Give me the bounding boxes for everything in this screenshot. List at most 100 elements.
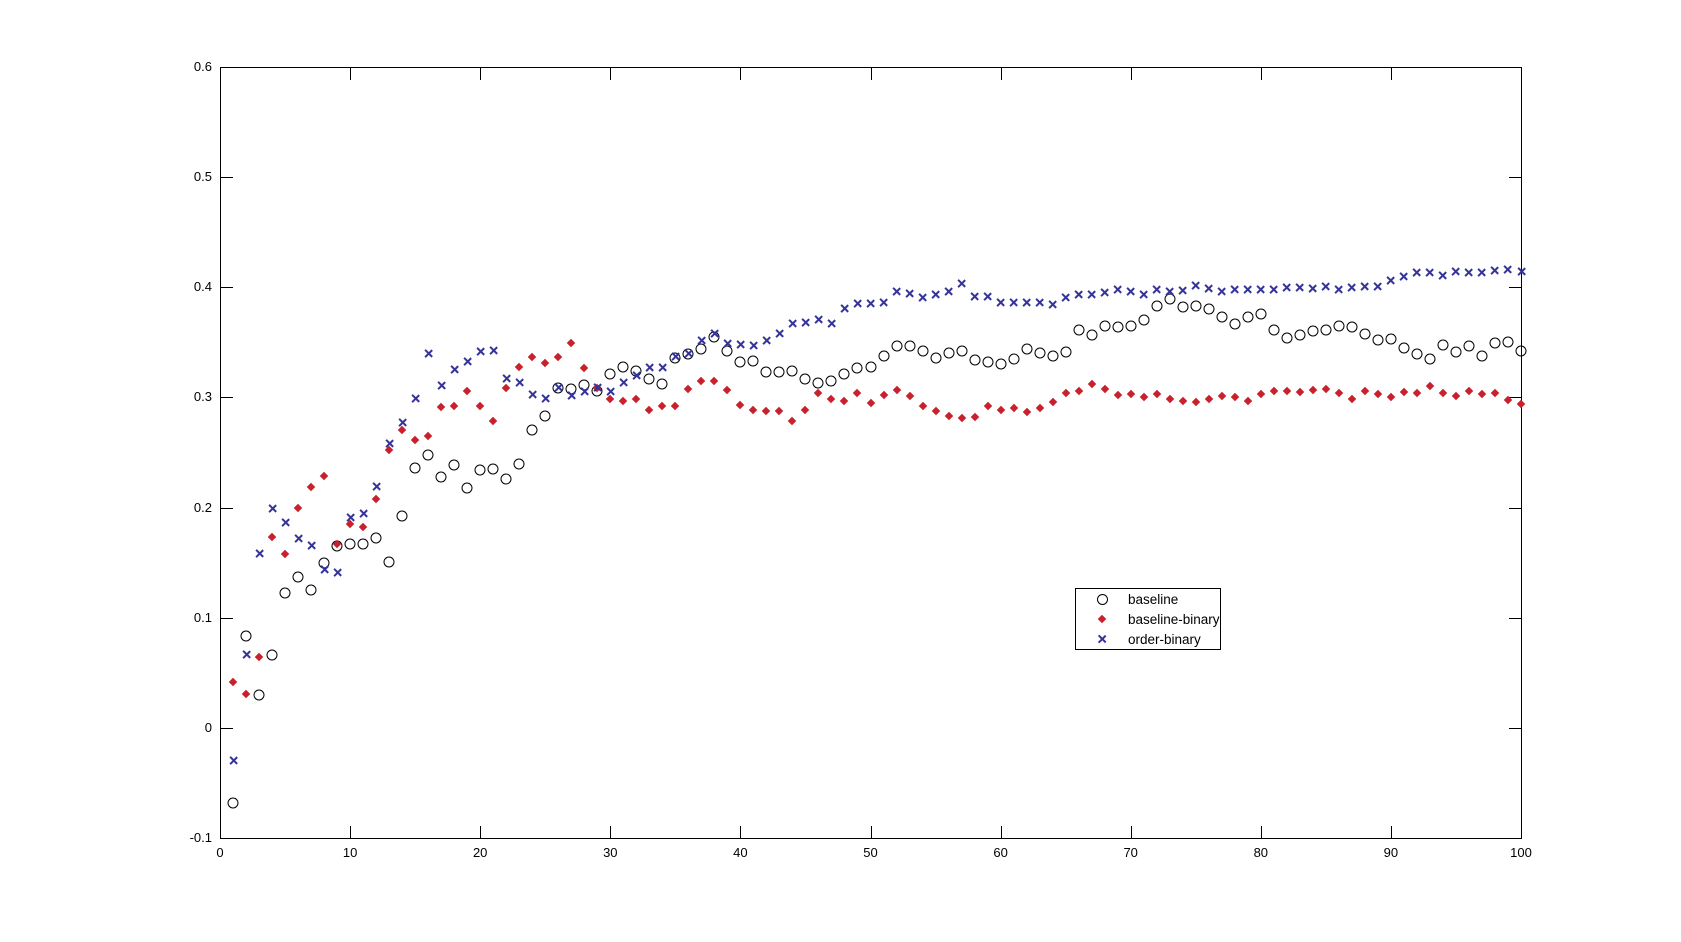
x-tick-top xyxy=(480,68,482,80)
order-binary-point-marker xyxy=(710,329,719,338)
order-binary-point-marker xyxy=(1022,298,1031,307)
x-tick-label: 0 xyxy=(216,845,224,860)
order-binary-point-marker xyxy=(840,304,849,313)
baseline-point-marker xyxy=(1008,353,1020,365)
baseline-point-marker xyxy=(474,464,486,476)
order-binary-point-marker xyxy=(307,541,316,550)
order-binary-point-marker xyxy=(1282,283,1291,292)
order-binary-point-marker xyxy=(359,509,368,518)
order-binary-point-marker xyxy=(1334,285,1343,294)
order-binary-point-marker xyxy=(1165,287,1174,296)
baseline-point-marker xyxy=(838,368,850,380)
legend-label: order-binary xyxy=(1128,631,1201,647)
y-tick-right xyxy=(1509,67,1521,68)
order-binary-point-marker xyxy=(879,298,888,307)
order-binary-point-marker xyxy=(1087,290,1096,299)
x-tick-label: 50 xyxy=(863,845,878,860)
baseline-point-marker xyxy=(1073,324,1085,336)
baseline-point-marker xyxy=(1216,311,1228,323)
baseline-point-marker xyxy=(799,373,811,385)
order-binary-point-marker xyxy=(255,549,264,558)
order-binary-point-marker xyxy=(814,315,823,324)
baseline-point-marker xyxy=(1047,350,1059,362)
order-binary-point-marker xyxy=(398,418,407,427)
order-binary-point-marker xyxy=(1074,290,1083,299)
baseline-point-marker xyxy=(1385,333,1397,345)
baseline-point-marker xyxy=(253,689,265,701)
baseline-point-marker xyxy=(604,368,616,380)
order-binary-point-marker xyxy=(944,287,953,296)
order-binary-point-marker xyxy=(268,504,277,513)
legend-label: baseline-binary xyxy=(1128,611,1220,627)
baseline-point-marker xyxy=(812,377,824,389)
x-tick-top xyxy=(740,68,742,80)
baseline-point-marker xyxy=(1307,325,1319,337)
order-binary-point-marker xyxy=(671,352,680,361)
order-binary-point-marker xyxy=(1204,284,1213,293)
y-tick-label: 0.4 xyxy=(193,279,212,295)
order-binary-point-marker xyxy=(281,518,290,527)
baseline-point-marker xyxy=(1424,353,1436,365)
order-binary-point-marker xyxy=(1217,287,1226,296)
order-binary-point-marker xyxy=(1035,298,1044,307)
x-tick-top xyxy=(610,68,612,80)
x-tick-label: 100 xyxy=(1510,845,1532,860)
order-binary-point-marker xyxy=(1451,267,1460,276)
x-tick-top xyxy=(870,68,872,80)
x-tick xyxy=(1390,826,1392,838)
baseline-point-marker xyxy=(357,538,369,550)
baseline-point-marker xyxy=(956,345,968,357)
x-tick xyxy=(480,826,482,838)
order-binary-point-marker xyxy=(502,374,511,383)
order-binary-point-marker xyxy=(515,378,524,387)
order-binary-point-marker xyxy=(346,513,355,522)
y-tick-label: 0.6 xyxy=(193,59,212,74)
order-binary-point-marker xyxy=(983,292,992,301)
baseline-point-marker xyxy=(279,587,291,599)
order-binary-point-marker xyxy=(736,340,745,349)
order-binary-point-marker xyxy=(1464,268,1473,277)
legend-box: baseline baseline-binary order-binary xyxy=(1075,588,1221,650)
order-binary-point-marker xyxy=(528,390,537,399)
baseline-point-marker xyxy=(786,365,798,377)
baseline-point-marker xyxy=(904,340,916,352)
baseline-point-marker xyxy=(435,471,447,483)
baseline-point-marker xyxy=(760,366,772,378)
baseline-point-marker xyxy=(409,462,421,474)
order-binary-point-marker xyxy=(1256,285,1265,294)
x-legend-icon xyxy=(1076,635,1128,644)
baseline-point-marker xyxy=(734,356,746,368)
baseline-point-marker xyxy=(943,347,955,359)
order-binary-point-marker xyxy=(1009,298,1018,307)
x-tick-label: 70 xyxy=(1123,845,1138,860)
order-binary-point-marker xyxy=(697,336,706,345)
baseline-point-marker xyxy=(1138,314,1150,326)
legend-row: baseline xyxy=(1076,589,1220,609)
order-binary-point-marker xyxy=(593,383,602,392)
y-tick-label: 0 xyxy=(204,719,212,735)
y-tick xyxy=(221,397,233,399)
y-tick-right xyxy=(1509,397,1521,399)
baseline-point-marker xyxy=(695,343,707,355)
x-tick-label: 20 xyxy=(472,845,488,860)
order-binary-point-marker xyxy=(294,534,303,543)
order-binary-point-marker xyxy=(229,756,238,765)
baseline-point-marker xyxy=(878,350,889,362)
baseline-point-marker xyxy=(1489,337,1501,349)
order-binary-point-marker xyxy=(1269,285,1278,294)
order-binary-point-marker xyxy=(1373,282,1382,291)
y-tick-right xyxy=(1509,617,1521,619)
order-binary-point-marker xyxy=(1321,282,1330,291)
baseline-point-marker xyxy=(1177,301,1189,313)
legend-row: order-binary xyxy=(1076,629,1220,649)
baseline-point-marker xyxy=(1268,324,1280,336)
y-tick xyxy=(221,67,233,68)
baseline-point-marker xyxy=(1320,324,1332,336)
baseline-point-marker xyxy=(1255,308,1267,320)
order-binary-point-marker xyxy=(554,383,563,392)
y-tick xyxy=(221,177,233,179)
order-binary-point-marker xyxy=(866,299,875,308)
baseline-point-marker xyxy=(422,449,434,461)
baseline-point-marker xyxy=(1476,350,1488,362)
